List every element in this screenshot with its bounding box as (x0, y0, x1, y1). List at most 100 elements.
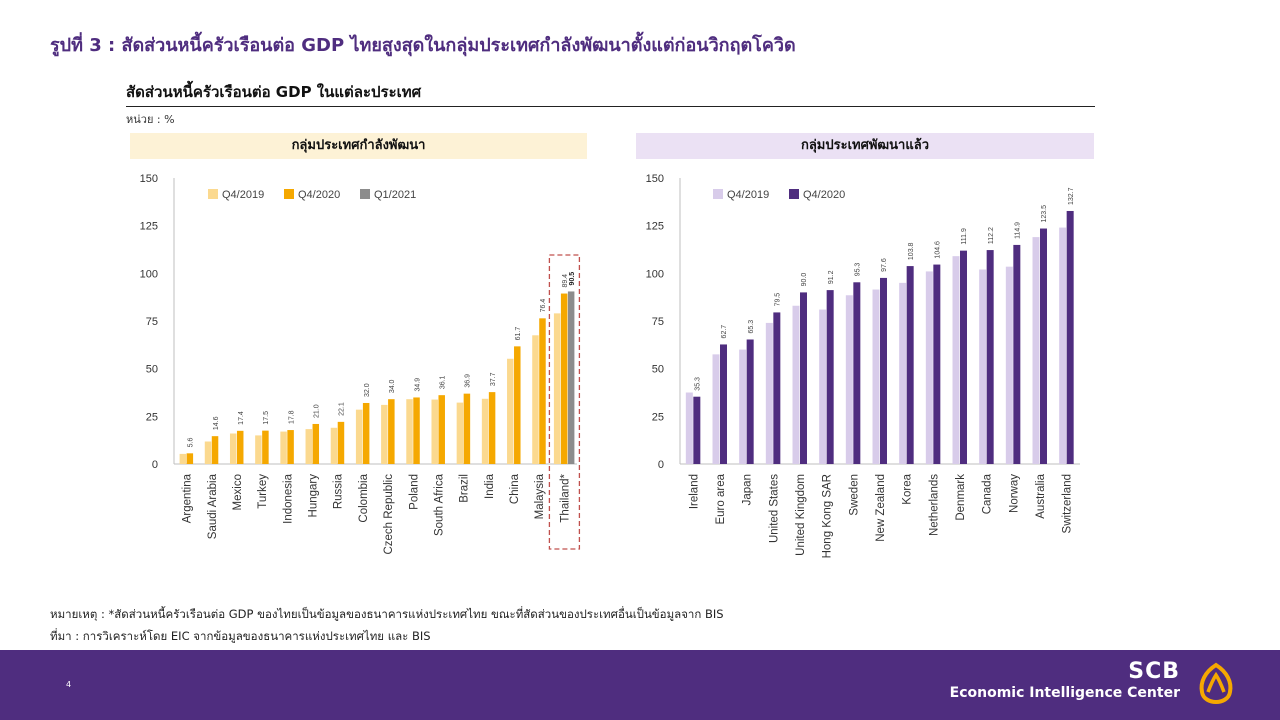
data-label: 123.5 (1041, 205, 1048, 223)
bar (1066, 210, 1074, 464)
brand-subtitle: Economic Intelligence Center (949, 685, 1180, 701)
data-label: 34.9 (414, 378, 421, 392)
x-tick-label: Denmark (955, 474, 967, 521)
developed-group-header: กลุ่มประเทศพัฒนาแล้ว (636, 133, 1094, 159)
y-tick-label: 125 (646, 221, 664, 233)
bar (305, 429, 313, 464)
bar (792, 305, 800, 464)
data-label: 14.6 (213, 416, 220, 430)
brand-block: SCB Economic Intelligence Center (950, 660, 1180, 702)
x-tick-label: Turkey (257, 474, 269, 509)
bar (960, 250, 967, 464)
x-tick-label: Russia (333, 473, 345, 509)
bar (438, 395, 445, 464)
bar (229, 433, 237, 464)
data-label: 61.7 (515, 327, 522, 341)
bar (456, 402, 464, 464)
legend-label: Q4/2020 (803, 189, 845, 201)
bar (553, 313, 561, 464)
y-tick-label: 0 (152, 459, 158, 471)
bar (287, 430, 294, 464)
y-tick-label: 75 (652, 316, 664, 328)
bar (906, 266, 914, 464)
x-tick-label: New Zealand (875, 474, 887, 542)
x-tick-label: China (509, 473, 521, 504)
bar (845, 295, 853, 464)
data-label: 37.7 (490, 372, 497, 386)
data-label: 36.1 (439, 375, 446, 389)
data-label: 111.9 (961, 228, 968, 245)
scb-logo-icon (1199, 662, 1233, 705)
bar (712, 354, 720, 464)
bar (685, 392, 693, 464)
data-label: 17.8 (288, 410, 295, 424)
bar (211, 436, 219, 464)
footnote: หมายเหตุ : *สัดส่วนหนี้ครัวเรือนต่อ GDP … (50, 607, 724, 621)
data-label: 62.7 (721, 325, 728, 339)
highlight-box (548, 254, 581, 550)
bar (853, 282, 861, 464)
x-tick-label: United Kingdom (795, 474, 807, 556)
x-tick-label: Czech Republic (383, 474, 395, 555)
x-tick-label: Australia (1035, 473, 1047, 518)
bar (431, 399, 438, 464)
y-tick-label: 150 (140, 173, 158, 185)
bar (236, 430, 244, 464)
bar (1032, 237, 1040, 464)
bar (514, 346, 521, 464)
bar (262, 430, 269, 464)
legend-swatch (789, 189, 799, 199)
data-label: 76.4 (540, 299, 547, 313)
bar (1005, 266, 1013, 464)
bar (1013, 244, 1021, 464)
data-label: 34.0 (389, 379, 396, 393)
data-label: 112.2 (988, 227, 995, 244)
data-label: 91.2 (828, 270, 835, 284)
x-tick-label: Mexico (232, 474, 244, 510)
bar (280, 431, 287, 464)
bar (1040, 228, 1047, 464)
data-label: 89.4 (562, 274, 569, 288)
legend-swatch (360, 189, 370, 199)
x-tick-label: Saudi Arabia (207, 473, 219, 539)
x-tick-label: Indonesia (282, 473, 294, 523)
bar (381, 404, 388, 464)
y-tick-label: 150 (646, 173, 664, 185)
bar (925, 271, 933, 464)
bar (765, 322, 773, 464)
developing-group-header: กลุ่มประเทศกำลังพัฒนา (130, 133, 587, 159)
bar (739, 349, 747, 464)
data-label: 104.6 (935, 241, 942, 259)
y-tick-label: 25 (146, 411, 158, 423)
legend-label: Q4/2020 (298, 189, 340, 201)
x-tick-label: India (484, 473, 496, 499)
page-title: รูปที่ 3 : สัดส่วนหนี้ครัวเรือนต่อ GDP ไ… (50, 35, 796, 56)
x-tick-label: Japan (742, 474, 754, 505)
y-tick-label: 100 (646, 268, 664, 280)
bar (693, 396, 701, 464)
x-tick-label: Switzerland (1062, 474, 1074, 533)
bar (560, 293, 568, 464)
bar (255, 435, 262, 464)
x-tick-label: Netherlands (928, 474, 940, 536)
x-tick-label: Poland (408, 474, 420, 510)
data-label: 114.9 (1015, 222, 1022, 239)
data-label: 132.7 (1068, 187, 1075, 205)
data-label: 21.0 (314, 404, 321, 418)
page-number: 4 (66, 680, 72, 689)
data-label: 90.0 (801, 273, 808, 287)
data-label: 5.6 (188, 437, 195, 447)
data-label: 17.5 (263, 411, 270, 425)
bar (986, 250, 994, 464)
bar (355, 409, 363, 464)
bar (720, 344, 727, 464)
x-tick-label: Thailand* (559, 473, 571, 522)
bar (481, 398, 489, 464)
brand-name: SCB (1128, 659, 1180, 684)
bar (507, 358, 514, 464)
y-tick-label: 50 (652, 364, 664, 376)
data-label: 79.5 (775, 293, 782, 307)
data-label: 90.5 (569, 272, 576, 286)
legend-swatch (713, 189, 723, 199)
y-tick-label: 50 (146, 364, 158, 376)
